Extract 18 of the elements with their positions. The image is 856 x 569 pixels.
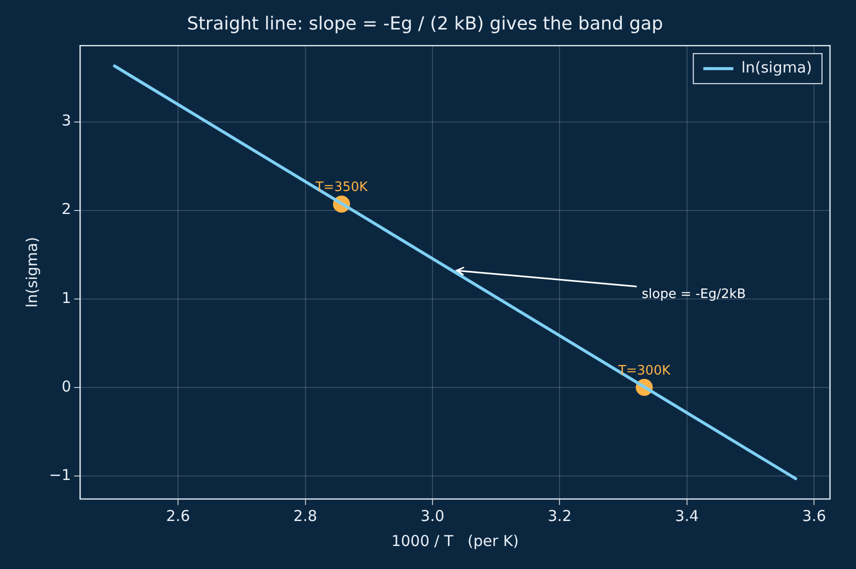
y-tick-label: −1 xyxy=(48,466,72,484)
x-tick-label: 2.6 xyxy=(166,506,190,525)
x-tick-label: 3.0 xyxy=(420,506,444,525)
y-tick-label: 2 xyxy=(62,200,72,218)
x-tick-label: 3.2 xyxy=(548,506,572,525)
y-axis-title: ln(sigma) xyxy=(22,236,41,308)
legend-label: ln(sigma) xyxy=(741,58,812,76)
chart-title: Straight line: slope = -Eg / (2 kB) gives the band gap xyxy=(186,13,664,34)
x-axis-title: 1000 / T (per K) xyxy=(391,532,519,550)
annotation: T=350K xyxy=(314,180,368,195)
y-tick-label: 3 xyxy=(62,112,72,130)
annotation: T=300K xyxy=(617,363,671,378)
x-tick-label: 3.4 xyxy=(674,506,699,525)
y-tick-label: 1 xyxy=(62,288,72,307)
x-tick-label: 2.8 xyxy=(293,506,318,525)
x-tick-label: 3.6 xyxy=(802,506,826,525)
annotation: slope = -Eg/2kB xyxy=(642,286,746,302)
y-tick-label: 0 xyxy=(62,377,72,396)
